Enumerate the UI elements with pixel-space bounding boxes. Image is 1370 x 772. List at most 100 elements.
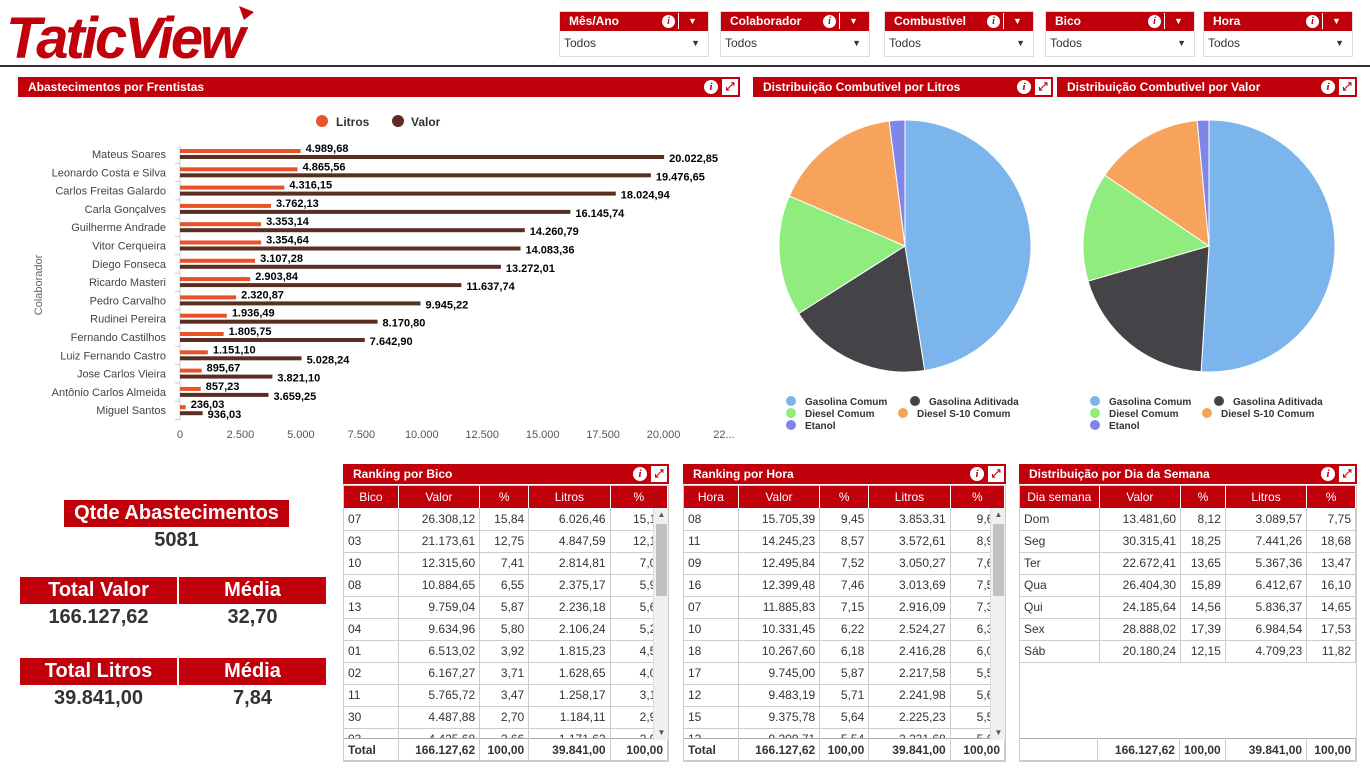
bar-valor[interactable] [180, 338, 365, 342]
legend-label[interactable]: Gasolina Aditivada [1233, 397, 1323, 408]
table-row[interactable]: 11 14.245,23 8,57 3.572,61 8,97 [684, 530, 1005, 553]
legend-marker-valor[interactable] [392, 115, 404, 127]
info-icon[interactable]: i [704, 80, 718, 94]
scroll-down-icon[interactable]: ▼ [657, 728, 666, 737]
filter-hora[interactable]: Hora i ▼ Todos ▼ [1203, 11, 1353, 57]
table-row[interactable]: 08 10.884,65 6,55 2.375,17 5,96 [344, 574, 668, 597]
vertical-scrollbar[interactable]: ▲ ▼ [653, 508, 668, 740]
legend-item[interactable]: Gasolina Comum [1090, 396, 1191, 408]
legend-label[interactable]: Gasolina Comum [1109, 397, 1191, 408]
bar-litros[interactable] [180, 405, 186, 410]
bar-valor[interactable] [180, 411, 203, 416]
bar-litros[interactable] [180, 386, 201, 391]
dropdown-arrow-icon[interactable]: ▼ [1016, 38, 1025, 48]
bar-litros[interactable] [180, 258, 256, 263]
bar-valor[interactable] [180, 246, 521, 251]
table-row[interactable]: Qua 26.404,30 15,89 6.412,67 16,10 [1020, 574, 1356, 597]
scroll-up-icon[interactable]: ▲ [657, 510, 666, 519]
column-header[interactable]: Litros [868, 486, 951, 508]
legend-marker[interactable] [1090, 396, 1100, 406]
table-row[interactable]: 02 6.167,27 3,71 1.628,65 4,09 [344, 662, 668, 685]
info-icon[interactable]: i [987, 15, 1000, 28]
info-icon[interactable]: i [1321, 467, 1335, 481]
table-row[interactable]: 09 12.495,84 7,52 3.050,27 7,66 [684, 552, 1005, 575]
filter-bico[interactable]: Bico i ▼ Todos ▼ [1045, 11, 1195, 57]
legend-label[interactable]: Diesel S-10 Comum [917, 409, 1010, 420]
column-header[interactable]: Valor [1099, 486, 1182, 508]
bar-valor[interactable] [180, 392, 269, 397]
column-header[interactable]: Hora [684, 486, 739, 508]
legend-label[interactable]: Diesel Comum [805, 409, 875, 420]
legend-item[interactable]: Diesel S-10 Comum [1202, 408, 1314, 420]
info-icon[interactable]: i [823, 15, 836, 28]
scroll-up-icon[interactable]: ▲ [994, 510, 1003, 519]
legend-marker[interactable] [898, 408, 908, 418]
bar-litros[interactable] [180, 368, 202, 373]
filter-mes-ano[interactable]: Mês/Ano i ▼ Todos ▼ [559, 11, 709, 57]
info-icon[interactable]: i [662, 15, 675, 28]
bar-valor[interactable] [180, 301, 421, 306]
expand-icon[interactable]: ⤢ [651, 466, 667, 482]
legend-label-valor[interactable]: Valor [411, 115, 441, 129]
table-row[interactable]: Qui 24.185,64 14,56 5.836,37 14,65 [1020, 596, 1356, 619]
table-row[interactable]: 17 9.745,00 5,87 2.217,58 5,57 [684, 662, 1005, 685]
bar-litros[interactable] [180, 313, 227, 318]
expand-icon[interactable]: ⤢ [1339, 79, 1355, 95]
filter-combustivel[interactable]: Combustível i ▼ Todos ▼ [884, 11, 1034, 57]
info-icon[interactable]: i [1321, 80, 1335, 94]
info-icon[interactable]: i [970, 467, 984, 481]
column-header[interactable]: % [1180, 486, 1226, 508]
bar-valor[interactable] [180, 374, 273, 379]
legend-marker[interactable] [786, 396, 796, 406]
expand-icon[interactable]: ⤢ [988, 466, 1004, 482]
scroll-thumb[interactable] [656, 524, 667, 596]
pie-slice[interactable] [1196, 119, 1210, 247]
pie-slice[interactable] [888, 119, 906, 247]
table-row[interactable]: 18 10.267,60 6,18 2.416,28 6,06 [684, 640, 1005, 663]
table-row[interactable]: 04 9.634,96 5,80 2.106,24 5,29 [344, 618, 668, 641]
dropdown-arrow-icon[interactable]: ▼ [852, 38, 861, 48]
bar-valor[interactable] [180, 191, 616, 196]
legend-item[interactable]: Gasolina Aditivada [910, 396, 1019, 408]
legend-label[interactable]: Etanol [1109, 421, 1140, 432]
bar-litros[interactable] [180, 277, 251, 282]
bar-valor[interactable] [180, 228, 525, 233]
legend-item[interactable]: Diesel Comum [1090, 408, 1179, 420]
legend-marker[interactable] [1214, 396, 1224, 406]
column-header[interactable]: % [610, 486, 668, 508]
pie-slice[interactable] [797, 245, 926, 373]
info-icon[interactable]: i [633, 467, 647, 481]
filter-select[interactable]: Todos ▼ [721, 31, 869, 56]
column-header[interactable]: % [1306, 486, 1356, 508]
pie-slice[interactable] [778, 195, 907, 315]
table-row[interactable]: 03 21.173,61 12,75 4.847,59 12,17 [344, 530, 668, 553]
dropdown-arrow-icon[interactable]: ▼ [1177, 38, 1186, 48]
table-row[interactable]: 07 11.885,83 7,15 2.916,09 7,32 [684, 596, 1005, 619]
legend-marker[interactable] [786, 420, 796, 430]
chevron-down-icon[interactable]: ▼ [1164, 13, 1192, 29]
legend-item[interactable]: Gasolina Comum [786, 396, 887, 408]
dropdown-arrow-icon[interactable]: ▼ [1335, 38, 1344, 48]
column-header[interactable]: Bico [344, 486, 399, 508]
column-header[interactable]: Litros [1225, 486, 1308, 508]
table-row[interactable]: 10 10.331,45 6,22 2.524,27 6,34 [684, 618, 1005, 641]
bar-litros[interactable] [180, 167, 298, 172]
legend-label[interactable]: Etanol [805, 421, 836, 432]
legend-label[interactable]: Gasolina Comum [805, 397, 887, 408]
table-row[interactable]: 08 15.705,39 9,45 3.853,31 9,67 [684, 508, 1005, 531]
info-icon[interactable]: i [1306, 15, 1319, 28]
legend-marker[interactable] [1090, 408, 1100, 418]
column-header[interactable]: % [950, 486, 1005, 508]
bar-valor[interactable] [180, 283, 462, 288]
dropdown-arrow-icon[interactable]: ▼ [691, 38, 700, 48]
pie-slice[interactable] [1087, 245, 1210, 373]
bar-litros[interactable] [180, 332, 224, 336]
bar-litros[interactable] [180, 203, 271, 208]
column-header[interactable]: Valor [738, 486, 821, 508]
bar-valor[interactable] [180, 155, 665, 159]
legend-label[interactable]: Gasolina Aditivada [929, 397, 1019, 408]
filter-select[interactable]: Todos ▼ [1204, 31, 1352, 56]
legend-item[interactable]: Diesel Comum [786, 408, 875, 420]
column-header[interactable]: % [819, 486, 870, 508]
chevron-down-icon[interactable]: ▼ [1322, 13, 1350, 29]
